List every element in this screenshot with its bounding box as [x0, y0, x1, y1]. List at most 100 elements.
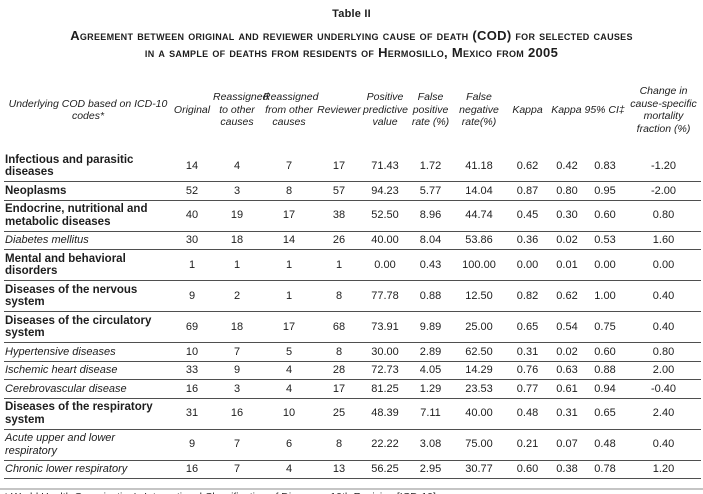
col-header-reassigned-to: Reassigned to other causes — [213, 91, 269, 129]
cell-original: 31 — [185, 407, 199, 420]
row-label: Cerebrovascular disease — [5, 382, 127, 395]
cell-reviewer: 28 — [332, 364, 346, 376]
cell-kappa-ci-low: 0.07 — [556, 438, 578, 451]
cell-kappa-ci-low: 0.80 — [556, 184, 578, 197]
cell-fnr: 53.86 — [465, 234, 493, 246]
table-row: Cerebrovascular disease 16 3 4 17 81.25 … — [4, 380, 701, 398]
row-label: Diseases of the nervous system — [5, 283, 138, 309]
cell-ppv: 71.43 — [371, 159, 399, 172]
cell-kappa-ci-high: 0.83 — [594, 159, 616, 172]
cell-kappa-ci-high: 0.48 — [594, 438, 616, 451]
cell-ppv: 30.00 — [371, 345, 399, 358]
cell-reassigned-to: 2 — [233, 289, 241, 302]
col-header-ppv: Positive predictive value — [363, 91, 408, 129]
cell-kappa: 0.21 — [516, 438, 539, 451]
cell-ppv: 94.23 — [371, 184, 399, 197]
cell-original: 16 — [185, 382, 199, 395]
cell-change-csmf: 1.20 — [652, 463, 675, 475]
cell-reassigned-to: 19 — [230, 209, 244, 222]
cell-fnr: 25.00 — [465, 320, 493, 333]
cell-reassigned-from: 17 — [282, 320, 296, 333]
cell-reassigned-from: 5 — [285, 345, 293, 358]
cell-fpr: 7.11 — [420, 407, 441, 420]
table-row: Neoplasms 52 3 8 57 94.23 5.77 14.04 0.8… — [4, 182, 701, 200]
cell-reassigned-to: 3 — [233, 184, 241, 197]
cell-original: 16 — [185, 463, 199, 475]
cell-reviewer: 17 — [332, 159, 346, 172]
cell-change-csmf: 0.00 — [652, 258, 675, 271]
cell-reassigned-from: 1 — [285, 258, 293, 271]
cell-change-csmf: 0.40 — [652, 438, 675, 451]
cell-original: 52 — [185, 184, 199, 197]
col-header-kappa: Kappa — [512, 103, 543, 116]
cell-reassigned-to: 18 — [230, 320, 244, 333]
cell-kappa-ci-low: 0.02 — [556, 345, 578, 358]
cell-fnr: 75.00 — [465, 438, 493, 451]
cell-original: 30 — [185, 234, 199, 246]
cell-kappa-ci-high: 0.88 — [594, 364, 616, 376]
cell-original: 9 — [188, 289, 196, 302]
cell-fpr: 4.05 — [419, 364, 442, 376]
cell-kappa: 0.45 — [516, 209, 539, 222]
table-title-line-1: Agreement between original and reviewer … — [70, 28, 633, 43]
table-row: Acute upper and lower respiratory 9 7 6 … — [4, 429, 701, 460]
table-row: Diseases of the respiratory system 31 16… — [4, 398, 701, 429]
table-row: Chronic lower respiratory 16 7 4 13 56.2… — [4, 460, 701, 479]
cell-original: 69 — [185, 320, 199, 333]
cell-original: 9 — [188, 438, 196, 451]
cell-reassigned-to: 9 — [233, 364, 241, 376]
cell-change-csmf: 0.40 — [652, 289, 675, 302]
row-label: Hypertensive diseases — [5, 345, 116, 358]
table-title-line-2: in a sample of deaths from residents of … — [144, 45, 559, 60]
cell-fpr: 9.89 — [419, 320, 442, 333]
row-label: Infectious and parasitic diseases — [5, 153, 134, 179]
cell-kappa-ci-high: 0.53 — [594, 234, 616, 246]
row-label: Diabetes mellitus — [5, 234, 89, 246]
bottom-divider — [0, 488, 703, 490]
cell-change-csmf: -1.20 — [650, 159, 677, 172]
cell-fnr: 14.04 — [465, 184, 493, 197]
table-row: Hypertensive diseases 10 7 5 8 30.00 2.8… — [4, 343, 701, 361]
cell-reassigned-to: 18 — [230, 234, 244, 246]
cell-reviewer: 13 — [332, 463, 346, 475]
cell-ppv: 77.78 — [371, 289, 399, 302]
cell-kappa: 0.76 — [516, 364, 539, 376]
cell-reassigned-from: 6 — [285, 438, 293, 451]
cell-fnr: 100.00 — [462, 258, 496, 271]
cell-reassigned-from: 10 — [282, 407, 296, 420]
cell-ppv: 48.39 — [371, 407, 399, 420]
cell-reviewer: 26 — [332, 234, 346, 246]
cell-kappa-ci-low: 0.02 — [556, 234, 578, 246]
cell-kappa: 0.65 — [516, 320, 539, 333]
cell-ppv: 52.50 — [371, 209, 399, 222]
cell-ppv: 72.73 — [371, 364, 399, 376]
cell-change-csmf: -2.00 — [650, 184, 677, 197]
table-row: Endocrine, nutritional and metabolic dis… — [4, 200, 701, 231]
table-row: Diseases of the nervous system 9 2 1 8 7… — [4, 281, 701, 312]
cell-kappa-ci-high: 0.60 — [594, 209, 616, 222]
cell-fpr: 2.95 — [419, 463, 442, 475]
cell-reassigned-from: 14 — [282, 234, 296, 246]
cell-kappa-ci-high: 0.95 — [594, 184, 616, 197]
row-label: Diseases of the respiratory system — [5, 401, 153, 426]
cell-kappa-ci-low: 0.63 — [556, 364, 578, 376]
cell-kappa-ci-low: 0.62 — [556, 289, 578, 302]
col-header-underlying-cod: Underlying COD based on ICD-10 codes* — [8, 97, 168, 123]
table-body: Infectious and parasitic diseases 14 4 7… — [4, 151, 701, 479]
cell-change-csmf: 1.60 — [652, 234, 675, 246]
table-row: Diabetes mellitus 30 18 14 26 40.00 8.04… — [4, 231, 701, 250]
cell-fpr: 2.89 — [419, 345, 442, 358]
cell-fpr: 1.72 — [419, 159, 442, 172]
footnotes: * World Health Organization's Internatio… — [4, 490, 701, 494]
cell-fpr: 8.96 — [419, 209, 442, 222]
cell-reassigned-to: 4 — [233, 159, 241, 172]
cell-original: 14 — [185, 159, 199, 172]
cell-fnr: 40.00 — [465, 407, 493, 420]
cell-reassigned-to: 16 — [230, 407, 244, 420]
cell-kappa: 0.82 — [516, 289, 539, 302]
cell-kappa-ci-high: 0.78 — [594, 463, 616, 475]
row-label: Ischemic heart disease — [5, 364, 118, 376]
row-label: Neoplasms — [5, 184, 67, 197]
cell-reassigned-from: 17 — [282, 209, 296, 222]
